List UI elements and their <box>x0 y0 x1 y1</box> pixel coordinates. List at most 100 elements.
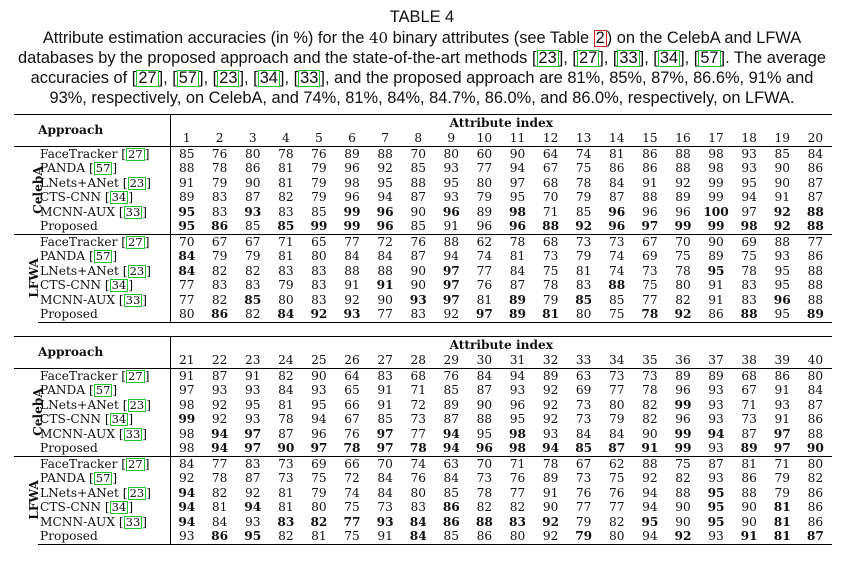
attribute-index: 15 <box>642 131 658 146</box>
citation-link[interactable]: 27 <box>126 146 145 161</box>
citation-link[interactable]: 27 <box>126 234 145 249</box>
citation-link[interactable]: 27 <box>126 456 145 471</box>
accuracy-cell: 96 <box>608 204 626 219</box>
accuracy-cell: 81 <box>278 485 294 500</box>
accuracy-cell: 94 <box>707 426 725 441</box>
accuracy-cell: 96 <box>675 412 691 427</box>
citation-link[interactable]: 23 <box>127 397 147 412</box>
table-2-link[interactable]: 2 <box>593 29 607 47</box>
accuracy-cell: 68 <box>534 233 568 249</box>
accuracy-cell: 91 <box>377 383 393 398</box>
citation-link[interactable]: 34 <box>109 500 129 515</box>
caption-text-4: . The average accuracies of <box>30 49 826 87</box>
accuracy-cell: 75 <box>642 278 658 293</box>
accuracy-cell: 92 <box>179 471 195 486</box>
accuracy-cell: 94 <box>542 441 560 456</box>
attribute-index: 28 <box>410 353 426 368</box>
table-row: CelebA FaceTracker [27] 91 87 91 82 90 64 83 68 76… <box>14 367 832 456</box>
accuracy-cell: 86 <box>244 161 261 176</box>
accuracy-cell: 93 <box>244 514 261 529</box>
attribute-index: 25 <box>311 353 327 368</box>
accuracy-cell: 84 <box>401 529 435 545</box>
table-row: LNets+ANet [23] 94 82 92 81 79 74 84 80 85 78 77 91 7… <box>14 485 832 500</box>
accuracy-cell: 86 <box>807 500 824 515</box>
approach-name: Proposed <box>38 219 171 234</box>
accuracy-cell: 98 <box>179 426 195 441</box>
citation-link[interactable]: 23 <box>127 175 147 190</box>
approach-name-text: PANDA <box>40 383 86 398</box>
citation-link[interactable]: 33 <box>617 49 640 67</box>
approach-name: CTS-CNN [34] <box>38 412 171 427</box>
accuracy-cell: 84 <box>211 514 228 529</box>
accuracy-cell: 72 <box>368 233 402 249</box>
accuracy-cell: 95 <box>774 278 790 293</box>
attribute-index: 17 <box>708 131 724 146</box>
table-row: Proposed 98 94 97 90 97 78 97 78 94 96 98 94 85 87 91 99… <box>14 441 832 456</box>
citation-link[interactable]: 57 <box>176 69 200 87</box>
accuracy-cell: 88 <box>732 307 766 323</box>
accuracy-cell: 91 <box>236 367 270 383</box>
table-row: MCNN-AUX [33] 77 82 85 80 83 92 90 93 97 81 89 79 85 8… <box>14 292 832 307</box>
accuracy-cell: 84 <box>269 307 303 323</box>
accuracy-cell: 76 <box>434 367 468 383</box>
accuracy-cell: 83 <box>211 190 228 205</box>
caption-text-5: , and the proposed approach are 81%, 85%… <box>49 69 814 107</box>
accuracy-cell: 88 <box>377 263 393 278</box>
accuracy-cell: 89 <box>179 190 195 205</box>
accuracy-cell: 90 <box>642 426 658 441</box>
citation-link[interactable]: 57 <box>93 383 113 398</box>
accuracy-cell: 76 <box>401 233 435 249</box>
citation-link[interactable]: 23 <box>127 263 147 278</box>
accuracy-cell: 77 <box>335 233 369 249</box>
citation-link[interactable]: 33 <box>123 426 143 441</box>
citation-link[interactable]: 34 <box>109 278 129 293</box>
accuracy-cell: 92 <box>542 383 559 398</box>
accuracy-cell: 97 <box>509 175 526 190</box>
accuracy-cell: 85 <box>410 219 426 234</box>
citation-link[interactable]: 33 <box>298 69 321 87</box>
citation-link[interactable]: 34 <box>109 190 129 205</box>
accuracy-cell: 70 <box>368 455 402 471</box>
accuracy-cell: 84 <box>278 383 294 398</box>
accuracy-cell: 98 <box>344 175 360 190</box>
accuracy-cell: 76 <box>203 145 237 161</box>
citation-link[interactable]: 57 <box>698 49 721 67</box>
accuracy-cell: 71 <box>765 455 799 471</box>
citation-link[interactable]: 57 <box>93 161 113 176</box>
accuracy-cell: 78 <box>211 161 228 176</box>
attribute-index: 20 <box>807 131 824 146</box>
citation-link[interactable]: 27 <box>576 49 600 67</box>
accuracy-cell: 63 <box>567 367 601 383</box>
accuracy-cell: 91 <box>642 175 658 190</box>
citation-link[interactable]: 27 <box>126 368 145 383</box>
citation-link[interactable]: 23 <box>536 49 559 67</box>
citation-link[interactable]: 34 <box>109 412 129 427</box>
attribute-index: 2 <box>215 131 224 146</box>
accuracy-cell: 79 <box>609 412 625 427</box>
citation-link[interactable]: 33 <box>123 292 143 307</box>
accuracy-cell: 92 <box>542 397 559 412</box>
approach-name-text: PANDA <box>40 161 86 176</box>
citation-link[interactable]: 34 <box>257 69 280 87</box>
accuracy-cell: 83 <box>244 278 261 293</box>
citation-link[interactable]: 33 <box>123 514 143 529</box>
accuracy-cell: 82 <box>211 485 228 500</box>
citation-link[interactable]: 57 <box>93 249 113 264</box>
citation-link[interactable]: 33 <box>123 204 143 219</box>
accuracy-cell: 80 <box>500 529 535 545</box>
accuracy-cell: 92 <box>244 485 261 500</box>
accuracy-cell: 84 <box>344 249 360 264</box>
results-table-attributes-1-20: Approach Attribute index 1 2 3 4 5 6 7 8 9 10 11 12 13… <box>14 114 832 323</box>
citation-link[interactable]: 27 <box>136 69 159 87</box>
accuracy-cell: 88 <box>476 412 493 427</box>
accuracy-cell: 74 <box>567 145 601 161</box>
citation-link[interactable]: 57 <box>93 471 113 486</box>
accuracy-cell: 90 <box>774 175 790 190</box>
accuracy-cell: 84 <box>377 485 393 500</box>
table-row: Proposed 93 86 95 82 81 75 91 84 85 86 80 92 79 80 94 92… <box>14 529 832 545</box>
citation-link[interactable]: 23 <box>127 485 147 500</box>
accuracy-cell: 91 <box>708 278 724 293</box>
citation-link[interactable]: 34 <box>657 49 681 67</box>
citation-link[interactable]: 23 <box>217 69 240 87</box>
accuracy-cell: 78 <box>542 278 559 293</box>
